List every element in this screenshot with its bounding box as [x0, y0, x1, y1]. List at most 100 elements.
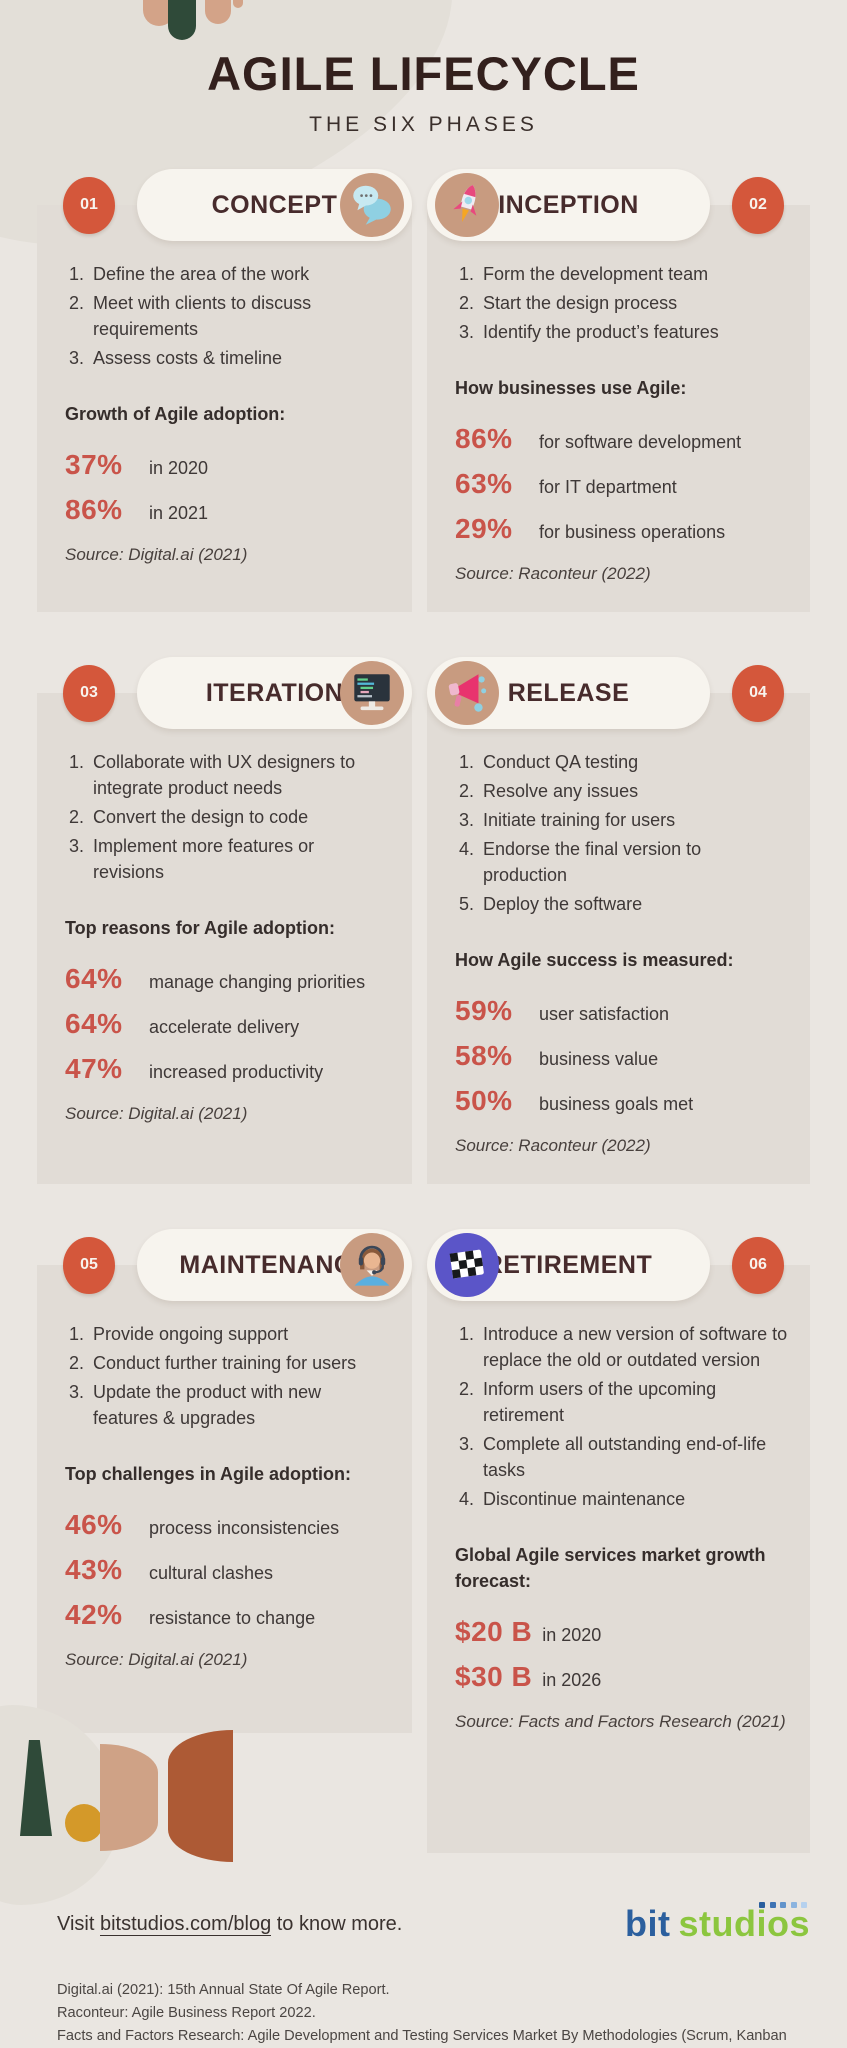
source-note: Source: Facts and Factors Research (2021… — [455, 1712, 786, 1731]
stat-value: 37% — [65, 449, 123, 480]
stat-row: 64% accelerate delivery — [65, 1008, 390, 1040]
references-section: Digital.ai (2021): 15th Annual State Of … — [57, 1979, 790, 2048]
stat-label: in 2020 — [542, 1625, 602, 1645]
card-body: Define the area of the work Meet with cl… — [37, 205, 412, 612]
page-subtitle: THE SIX PHASES — [309, 113, 538, 136]
phase-number: 02 — [749, 196, 767, 213]
visit-suffix: to know more. — [271, 1912, 403, 1935]
stat-row: $20 B in 2020 — [455, 1616, 788, 1648]
step-item: Endorse the final version to production — [459, 836, 702, 885]
phase-number: 05 — [80, 1256, 98, 1273]
stat-value: 63% — [455, 468, 513, 499]
stat-row: 43% cultural clashes — [65, 1554, 390, 1586]
stat-label: for software development — [539, 432, 742, 452]
stat-label: accelerate delivery — [149, 1017, 300, 1037]
stat-row: $30 B in 2026 — [455, 1661, 788, 1693]
stat-label: user satisfaction — [539, 1004, 670, 1024]
step-item: Update the product with new features & u… — [69, 1379, 322, 1428]
stats-list: 46% process inconsistencies 43% cultural… — [65, 1509, 390, 1631]
phase-card-retirement: RETIREMENT 06 Introduce a new version of… — [427, 1229, 810, 1853]
stat-row: 46% process inconsistencies — [65, 1509, 390, 1541]
stats-heading: How Agile success is measured: — [455, 950, 734, 970]
stat-row: 37% in 2020 — [65, 449, 390, 481]
phase-number-badge: 05 — [63, 1236, 115, 1294]
stats-heading: Top reasons for Agile adoption: — [65, 918, 335, 938]
phase-number-badge: 03 — [63, 664, 115, 722]
stat-label: for IT department — [539, 477, 677, 497]
step-item: Resolve any issues — [459, 778, 639, 804]
stat-value: 86% — [455, 423, 513, 454]
stat-label: business value — [539, 1049, 659, 1069]
phase-number-badge: 02 — [732, 176, 784, 234]
stat-value: 43% — [65, 1554, 123, 1585]
stat-row: 47% increased productivity — [65, 1053, 390, 1085]
card-body: Form the development team Start the desi… — [427, 205, 810, 612]
stat-label: increased productivity — [149, 1062, 324, 1082]
card-header: RELEASE 04 — [427, 657, 810, 729]
logo-pixel-dots-icon — [759, 1902, 807, 1908]
step-item: Assess costs & timeline — [69, 345, 283, 371]
stat-row: 59% user satisfaction — [455, 995, 788, 1027]
blog-link[interactable]: bitstudios.com/blog — [99, 1912, 272, 1936]
card-header: INCEPTION 02 — [427, 169, 810, 241]
source-note: Source: Digital.ai (2021) — [65, 1650, 248, 1669]
stat-value: 46% — [65, 1509, 123, 1540]
stats-list: 64% manage changing priorities 64% accel… — [65, 963, 390, 1085]
phase-number: 01 — [80, 196, 98, 213]
step-item: Introduce a new version of software to r… — [459, 1321, 788, 1370]
stat-label: for business operations — [539, 522, 726, 542]
phase-title-pill: RELEASE — [427, 657, 710, 729]
card-body: Introduce a new version of software to r… — [427, 1265, 810, 1853]
phase-card-iteration: 03 ITERATION — [37, 657, 412, 1184]
reference-line: Facts and Factors Research: Agile Develo… — [57, 2028, 787, 2044]
stats-heading: How businesses use Agile: — [455, 378, 687, 398]
step-item: Implement more features or revisions — [69, 833, 315, 882]
phase-steps: Collaborate with UX designers to integra… — [65, 749, 390, 885]
stat-label: resistance to change — [149, 1608, 316, 1628]
card-body: Conduct QA testing Resolve any issues In… — [427, 693, 810, 1184]
phase-steps: Define the area of the work Meet with cl… — [65, 261, 390, 371]
checkered-flag-icon — [435, 1233, 499, 1297]
stat-label: process inconsistencies — [149, 1518, 340, 1538]
source-note: Source: Digital.ai (2021) — [65, 1104, 248, 1123]
phase-steps: Provide ongoing support Conduct further … — [65, 1321, 390, 1431]
stat-label: in 2026 — [542, 1670, 602, 1690]
stat-label: in 2020 — [149, 458, 209, 478]
stats-list: 86% for software development 63% for IT … — [455, 423, 788, 545]
phase-title: RELEASE — [507, 678, 630, 707]
step-item: Inform users of the upcoming retirement — [459, 1376, 717, 1425]
phase-title: CONCEPT — [211, 190, 338, 219]
phase-title-pill: RETIREMENT — [427, 1229, 710, 1301]
stat-value: $30 B — [455, 1661, 533, 1692]
page-title: AGILE LIFECYCLE — [207, 47, 640, 100]
phase-card-inception: INCEPTION 02 Form the development team S… — [427, 169, 810, 612]
bitstudios-logo: bit studios — [625, 1902, 810, 1945]
stat-value: 86% — [65, 494, 123, 525]
code-monitor-icon — [340, 661, 404, 725]
stat-value: 64% — [65, 1008, 123, 1039]
phase-title-pill: ITERATION — [137, 657, 412, 729]
phase-title: ITERATION — [205, 678, 344, 707]
bottom-left-decoration — [0, 1705, 260, 1905]
phase-number: 06 — [749, 1256, 767, 1273]
phase-card-release: RELEASE 04 Conduct QA testing Resolve an… — [427, 657, 810, 1184]
phase-steps: Conduct QA testing Resolve any issues In… — [455, 749, 788, 917]
stat-value: 47% — [65, 1053, 123, 1084]
card-header: RETIREMENT 06 — [427, 1229, 810, 1301]
source-note: Source: Digital.ai (2021) — [65, 545, 248, 564]
phase-card-maintenance: 05 MAINTENANCE — [37, 1229, 412, 1733]
stat-row: 42% resistance to change — [65, 1599, 390, 1631]
phase-card-grid: 01 CONCEPT — [0, 169, 810, 1905]
stat-row: 86% in 2021 — [65, 494, 390, 526]
phase-number-badge: 06 — [732, 1236, 784, 1294]
card-header: 03 ITERATION — [37, 657, 412, 729]
stat-row: 58% business value — [455, 1040, 788, 1072]
step-item: Convert the design to code — [69, 804, 309, 830]
top-semicircle-tan-2 — [205, 0, 231, 24]
speech-bubbles-icon — [340, 173, 404, 237]
phase-title: INCEPTION — [498, 190, 639, 219]
step-item: Form the development team — [459, 261, 709, 287]
phase-number-badge: 01 — [63, 176, 115, 234]
phase-title-pill: CONCEPT — [137, 169, 412, 241]
